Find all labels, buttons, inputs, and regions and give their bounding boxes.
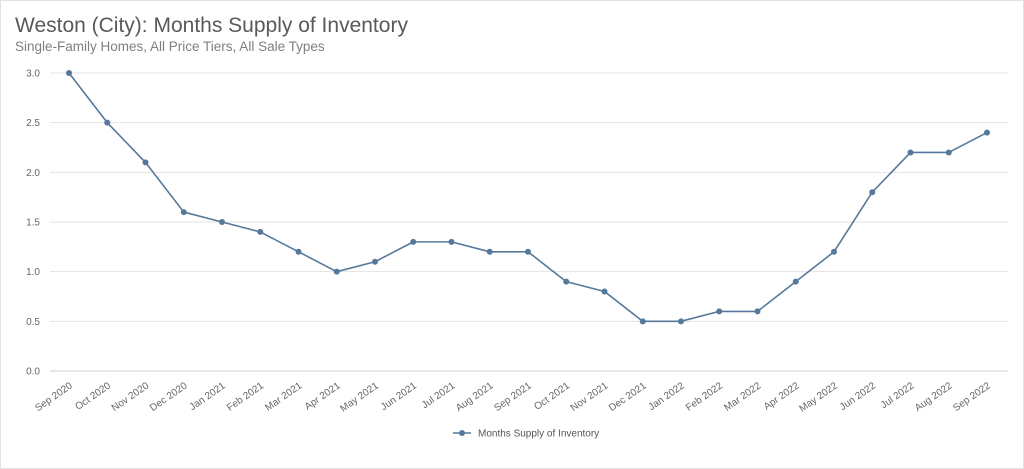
data-point[interactable] <box>831 248 837 255</box>
x-tick-label: Jul 2022 <box>879 380 917 411</box>
x-tick-label: Apr 2021 <box>303 380 343 413</box>
data-point[interactable] <box>180 209 187 216</box>
x-tick-label: Aug 2022 <box>913 380 955 414</box>
y-axis-ticks: 0.0 0.5 1.0 1.5 2.0 2.5 3.0 <box>26 69 40 378</box>
x-tick-label: Feb 2021 <box>225 380 266 413</box>
x-tick-label: Jun 2022 <box>838 380 878 413</box>
x-tick-label: Dec 2020 <box>148 380 190 414</box>
data-point[interactable] <box>907 149 914 156</box>
data-point[interactable] <box>754 308 761 315</box>
x-tick-label: Jan 2022 <box>647 380 687 413</box>
data-point[interactable] <box>716 308 723 315</box>
data-point[interactable] <box>984 129 990 136</box>
data-point[interactable] <box>563 278 570 285</box>
series-layer <box>66 70 990 325</box>
x-tick-label: May 2022 <box>797 380 840 414</box>
y-tick-label: 2.5 <box>26 118 40 129</box>
y-tick-label: 1.0 <box>26 267 40 278</box>
x-tick-label: Dec 2021 <box>607 380 649 414</box>
x-tick-label: Aug 2021 <box>454 380 496 414</box>
legend-label: Months Supply of Inventory <box>478 429 599 440</box>
y-tick-label: 3.0 <box>26 69 40 80</box>
x-tick-label: Jun 2021 <box>379 380 419 413</box>
data-point[interactable] <box>104 119 111 126</box>
chart-title: Weston (City): Months Supply of Inventor… <box>15 14 408 37</box>
x-tick-label: Sep 2020 <box>33 380 75 414</box>
data-point[interactable] <box>219 219 225 225</box>
data-point[interactable] <box>486 248 493 255</box>
x-tick-label: Oct 2021 <box>532 380 572 413</box>
data-point[interactable] <box>410 238 417 245</box>
x-tick-label: May 2021 <box>338 380 381 414</box>
data-point[interactable] <box>142 159 149 166</box>
grid-lines <box>50 72 1008 372</box>
data-point[interactable] <box>945 149 952 156</box>
data-point[interactable] <box>525 248 531 255</box>
y-tick-label: 1.5 <box>26 218 40 229</box>
x-tick-label: Apr 2022 <box>762 380 802 413</box>
data-point[interactable] <box>372 258 378 265</box>
x-tick-label: Mar 2021 <box>263 380 304 413</box>
legend-marker <box>459 430 465 436</box>
x-tick-label: Sep 2022 <box>951 380 993 414</box>
x-tick-label: Mar 2022 <box>722 380 763 413</box>
data-point[interactable] <box>295 248 302 255</box>
data-point[interactable] <box>448 238 455 245</box>
x-tick-label: Nov 2021 <box>569 380 611 414</box>
x-tick-label: Nov 2020 <box>110 380 152 414</box>
y-tick-label: 0.0 <box>26 367 40 378</box>
y-tick-label: 2.0 <box>26 168 40 179</box>
chart-subtitle: Single-Family Homes, All Price Tiers, Al… <box>15 39 325 54</box>
x-tick-label: Sep 2021 <box>492 380 534 414</box>
x-tick-label: Jul 2021 <box>420 380 458 411</box>
x-tick-label: Feb 2022 <box>684 380 725 413</box>
x-tick-label: Oct 2020 <box>73 380 113 413</box>
data-point[interactable] <box>601 288 608 295</box>
data-point[interactable] <box>639 318 646 325</box>
series-line <box>68 72 988 323</box>
x-tick-label: Jan 2021 <box>188 380 228 413</box>
data-point[interactable] <box>678 318 684 325</box>
data-point[interactable] <box>792 278 799 285</box>
y-tick-label: 0.5 <box>26 317 40 328</box>
data-point[interactable] <box>869 189 876 196</box>
data-point[interactable] <box>66 70 72 76</box>
legend[interactable]: Months Supply of Inventory <box>453 429 599 440</box>
data-point[interactable] <box>333 268 340 275</box>
data-point[interactable] <box>257 228 264 235</box>
